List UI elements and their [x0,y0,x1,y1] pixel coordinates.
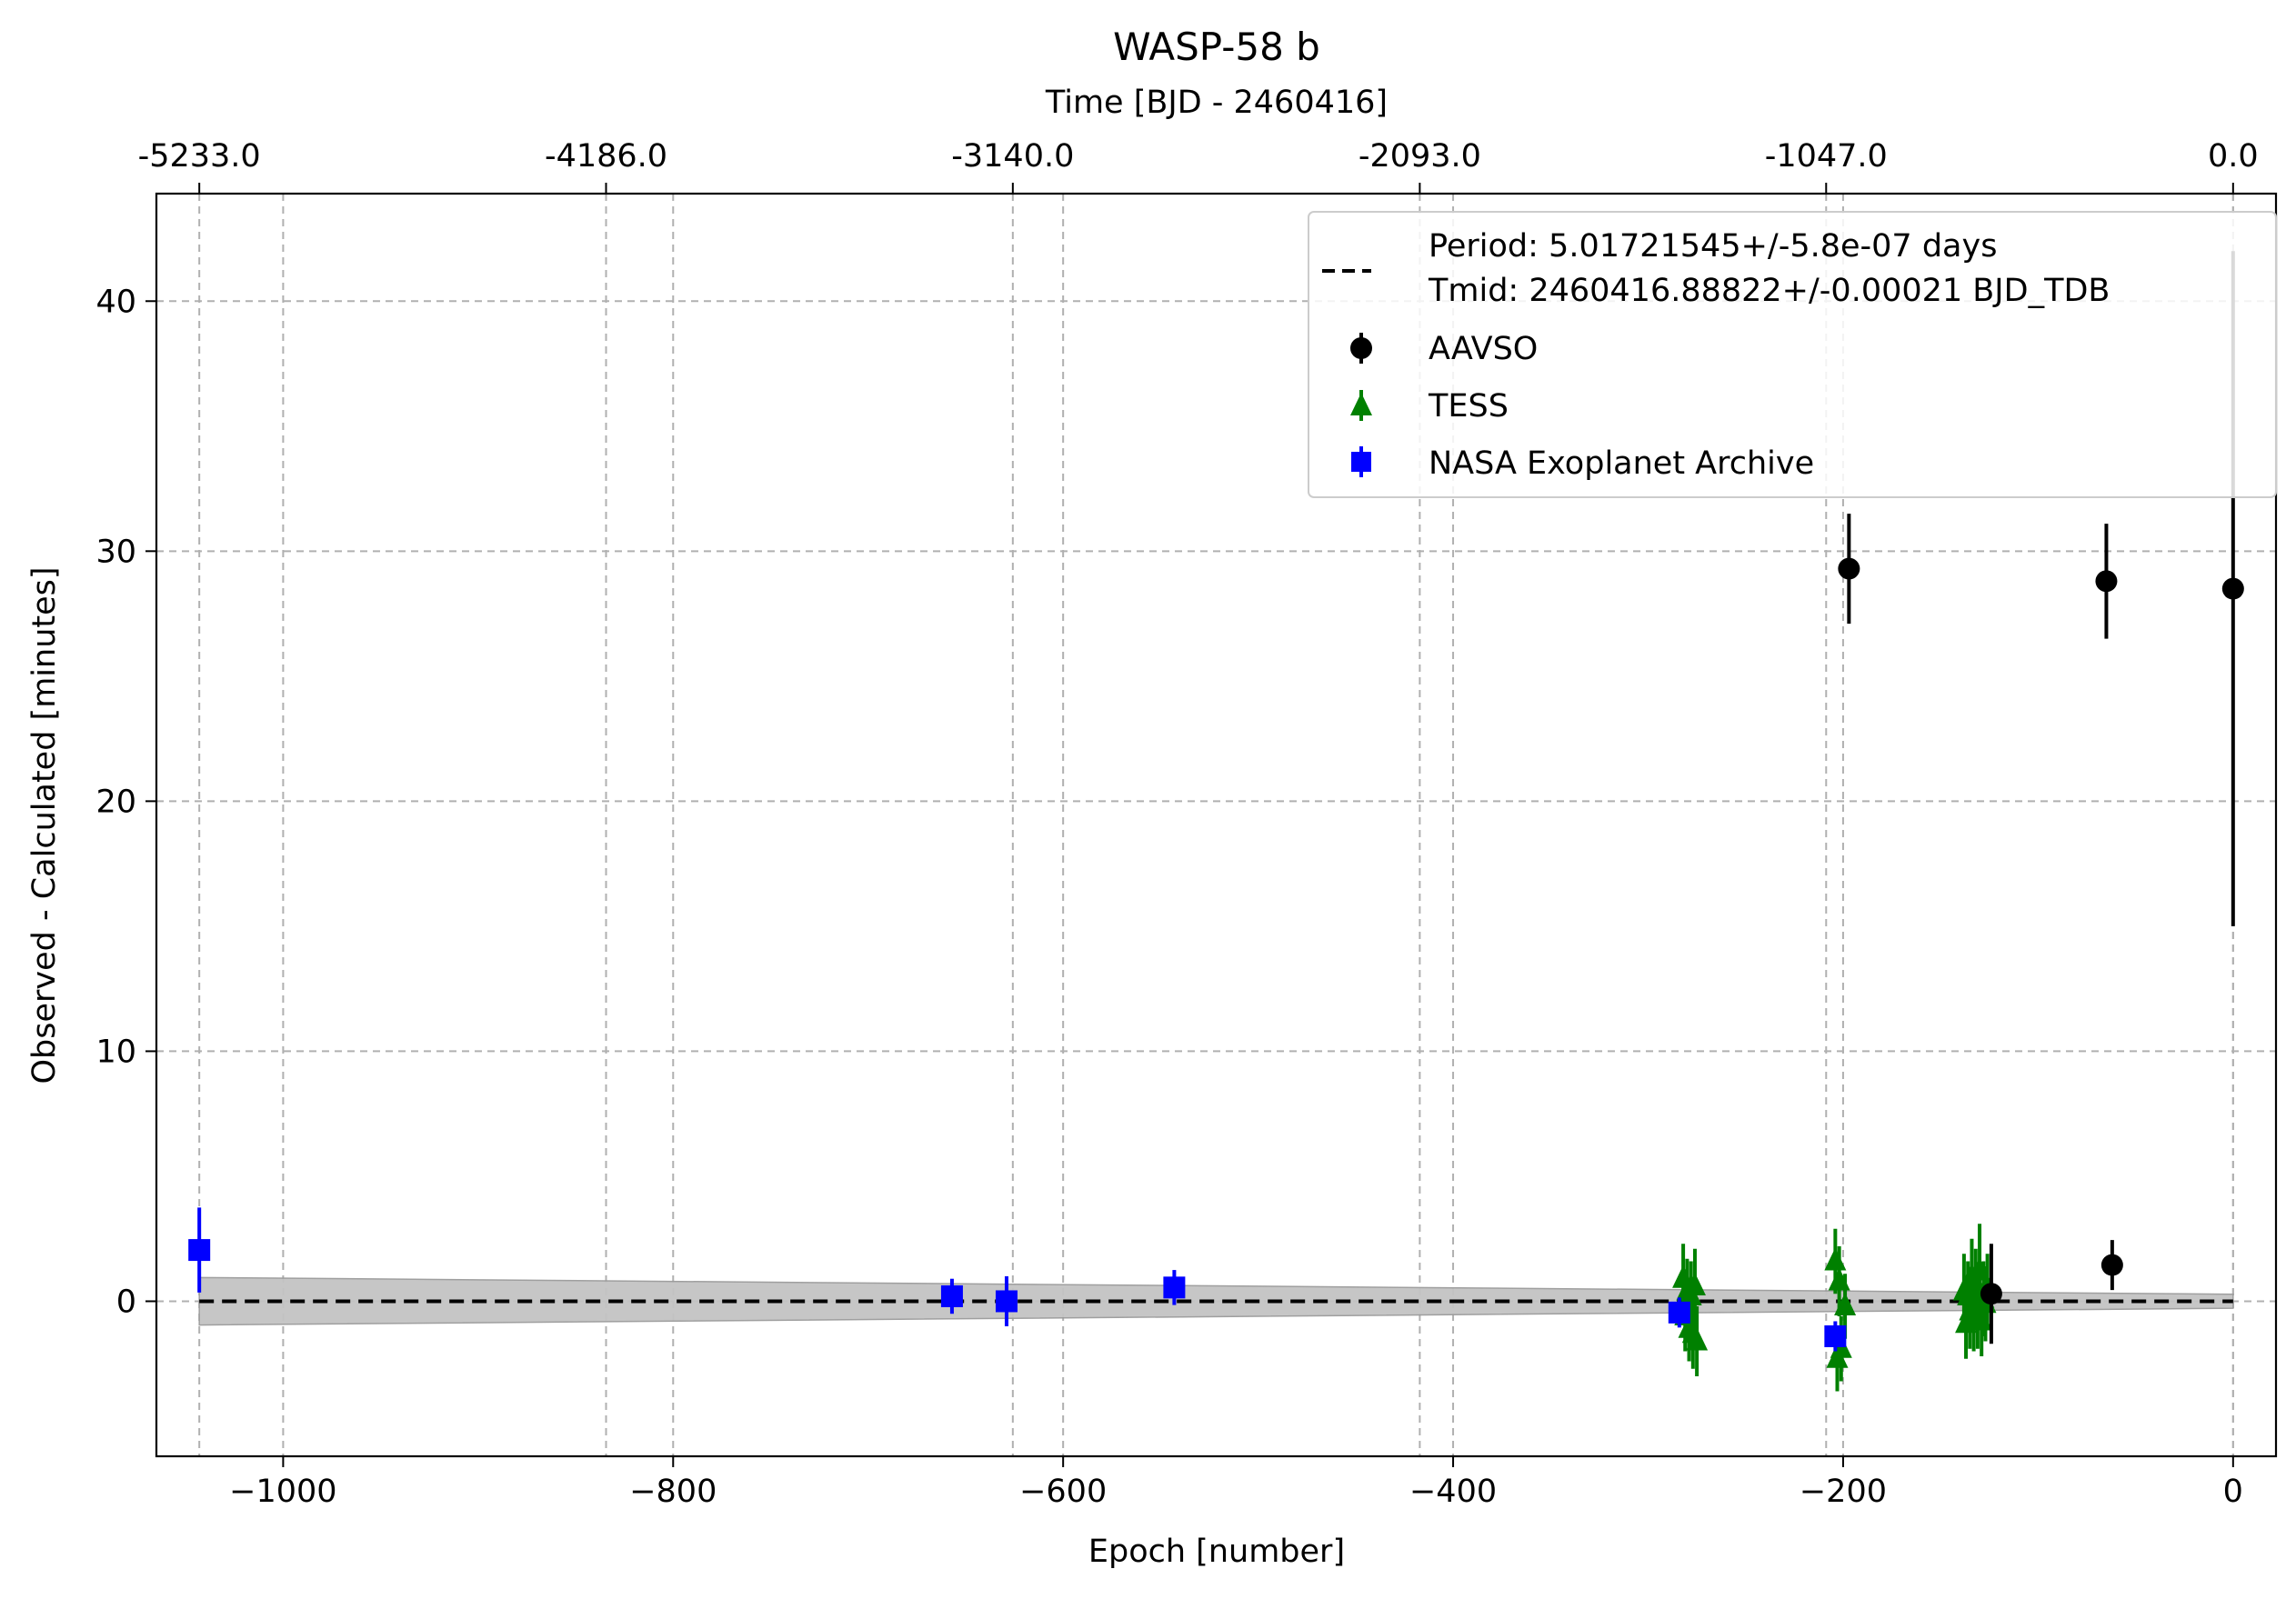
top-tick-label: -2093.0 [1359,138,1481,175]
plot-frame [155,192,2278,1458]
x-tick-label: −800 [629,1474,717,1510]
top-axis-label: Time [BJD - 2460416] [1045,85,1388,121]
x-tick-label: −1000 [229,1474,336,1510]
nasa-exoplanet-archive-marker [1668,1301,1690,1324]
y-tick-label: 10 [95,1034,136,1070]
nasa-exoplanet-archive-point [188,1207,211,1293]
nasa-exoplanet-archive-marker [1163,1276,1186,1299]
aavso-point [1980,1244,2002,1344]
x-tick-label: −400 [1409,1474,1497,1510]
nasa-exoplanet-archive-point [1163,1270,1186,1305]
legend-aavso-marker-icon [1350,333,1372,364]
legend: Period: 5.01721545+/-5.8e-07 days Tmid: … [1308,211,2277,498]
x-axis-label: Epoch [number] [1088,1534,1345,1570]
nasa-exoplanet-archive-marker [940,1284,963,1307]
aavso-marker [1838,557,1860,580]
legend-label-tess: TESS [1428,388,1509,425]
tess-point [1683,1248,1706,1324]
aavso-marker [2221,577,2244,600]
nasa-exoplanet-archive-point [940,1278,963,1314]
legend-fit-period: Period: 5.01721545+/-5.8e-07 days [1429,228,1997,265]
tess-marker [1686,1327,1709,1351]
x-tick-label: −200 [1800,1474,1887,1510]
y-axis-label: Observed - Calculated [minutes] [26,566,63,1084]
nasa-exoplanet-archive-point [1824,1321,1847,1352]
nasa-exoplanet-archive-marker [188,1239,211,1262]
y-tick-label: 40 [95,284,136,320]
tess-marker [1683,1272,1706,1295]
y-tick-label: 30 [95,534,136,570]
fit-line-group [198,1276,2234,1326]
tess-point [1686,1305,1709,1376]
legend-nasa-marker-icon [1351,446,1371,477]
x-tick-label: −600 [1019,1474,1107,1510]
aavso-point [2095,524,2118,639]
aavso-marker [2100,1254,2123,1276]
nasa-exoplanet-archive-point [995,1275,1018,1326]
top-tick-label: -5233.0 [138,138,261,175]
legend-fit-tmid: Tmid: 2460416.88822+/-0.00021 BJD_TDB [1428,273,2110,309]
y-tick-label: 0 [116,1284,136,1320]
nasa-exoplanet-archive-marker [995,1290,1018,1313]
y-tick-label: 20 [95,784,136,820]
nasa-exoplanet-archive-point [1668,1297,1690,1328]
legend-label-nasa: NASA Exoplanet Archive [1429,445,1814,482]
tess-marker [1834,1292,1857,1315]
top-tick-label: -1047.0 [1765,138,1888,175]
x-tick-label: 0 [2223,1474,2243,1510]
legend-label-aavso: AAVSO [1429,331,1538,367]
fit-uncertainty-band [198,1276,2234,1326]
legend-tess-marker-icon [1350,390,1372,421]
chart-title: WASP-58 b [1113,25,1320,69]
top-tick-label: -3140.0 [951,138,1074,175]
nasa-exoplanet-archive-marker [1824,1324,1847,1347]
top-tick-label: 0.0 [2208,138,2259,175]
aavso-point [1838,514,1860,625]
aavso-point [2100,1240,2123,1291]
legend-box [1308,211,2277,498]
aavso-marker [1980,1283,2002,1305]
data-points [188,251,2244,1392]
aavso-marker [2095,570,2118,593]
top-tick-label: -4186.0 [545,138,667,175]
axes: −1000 −800 −600 −400 −200 0 0 10 20 30 40 -5233.0 -4… [95,138,2258,1510]
